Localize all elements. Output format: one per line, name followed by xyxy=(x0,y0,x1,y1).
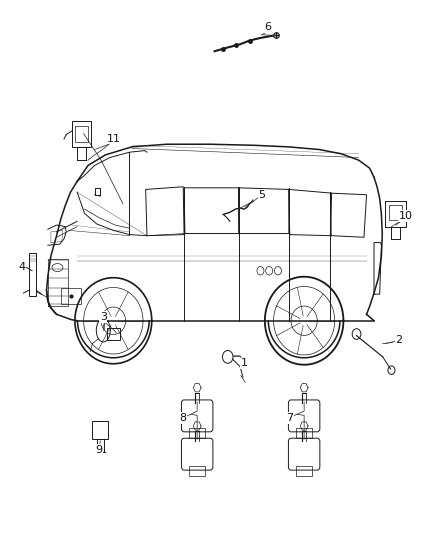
Text: 2: 2 xyxy=(396,335,403,345)
Bar xyxy=(385,201,406,227)
Bar xyxy=(389,205,402,220)
Text: 3: 3 xyxy=(100,312,107,322)
Bar xyxy=(296,428,312,438)
Text: 11: 11 xyxy=(107,134,121,144)
Bar xyxy=(107,328,120,340)
Text: 9: 9 xyxy=(95,445,102,455)
Bar xyxy=(296,466,312,476)
Bar xyxy=(189,428,205,438)
Bar xyxy=(75,126,88,142)
Text: 10: 10 xyxy=(399,211,413,221)
Bar xyxy=(61,288,81,304)
Text: 5: 5 xyxy=(258,190,265,200)
Bar xyxy=(72,122,91,147)
Bar xyxy=(189,466,205,476)
Text: 1: 1 xyxy=(241,358,248,368)
Text: 6: 6 xyxy=(265,22,272,33)
Bar xyxy=(92,421,108,439)
Text: 4: 4 xyxy=(18,262,25,271)
Text: 7: 7 xyxy=(286,413,293,423)
Bar xyxy=(28,253,36,296)
Text: 8: 8 xyxy=(180,413,187,423)
